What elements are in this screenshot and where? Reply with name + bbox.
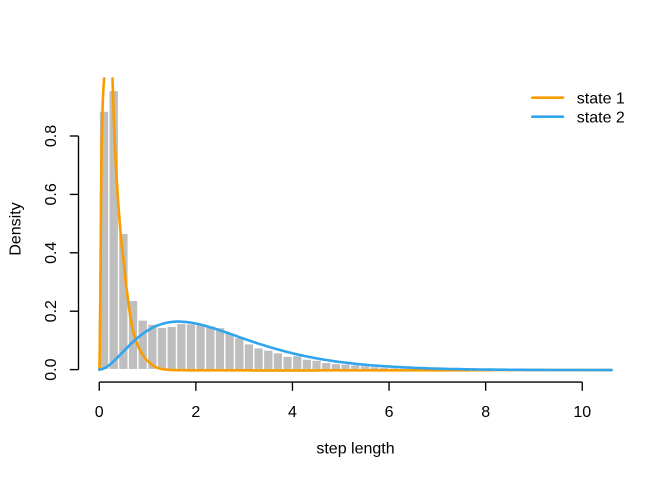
svg-text:0.0: 0.0 xyxy=(43,358,60,380)
svg-text:state 2: state 2 xyxy=(577,109,625,126)
svg-text:0: 0 xyxy=(95,404,104,421)
svg-text:2: 2 xyxy=(191,404,200,421)
svg-text:0.8: 0.8 xyxy=(43,125,60,147)
svg-text:10: 10 xyxy=(573,404,591,421)
svg-text:8: 8 xyxy=(481,404,490,421)
svg-text:6: 6 xyxy=(385,404,394,421)
svg-text:0.2: 0.2 xyxy=(43,300,60,322)
svg-text:state 1: state 1 xyxy=(577,90,625,107)
svg-text:4: 4 xyxy=(288,404,297,421)
svg-text:step length: step length xyxy=(316,441,394,458)
svg-text:Density: Density xyxy=(8,202,25,255)
svg-text:0.6: 0.6 xyxy=(43,183,60,205)
svg-text:0.4: 0.4 xyxy=(43,242,60,264)
